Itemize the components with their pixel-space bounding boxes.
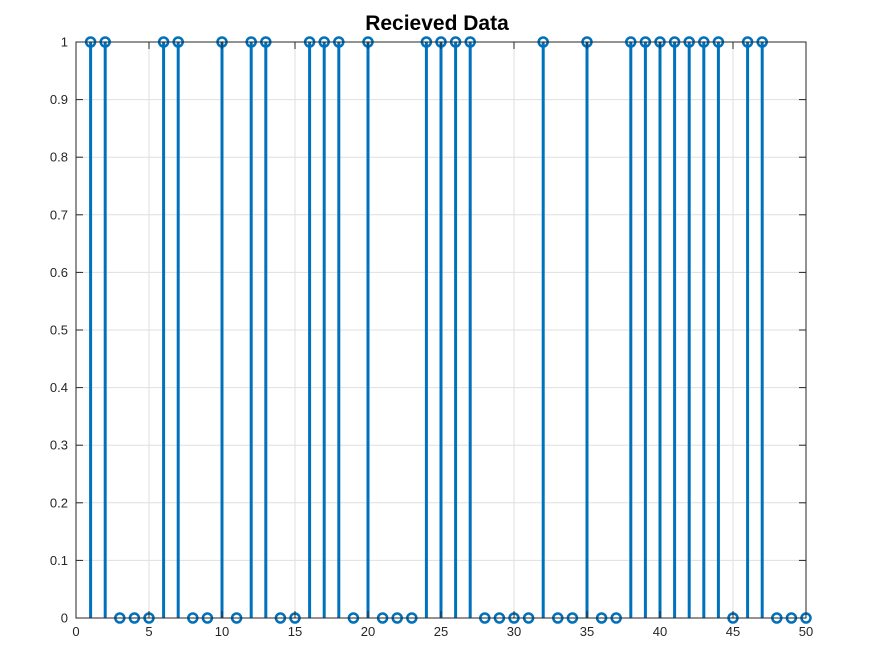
data-stems [84, 36, 812, 624]
x-tick-label: 35 [580, 624, 594, 639]
y-tick-label: 0.5 [50, 323, 68, 338]
tick-labels: 0 5 10 15 20 25 30 35 40 45 50 0 0.1 0.2 0.3 0.4 0.5 0.6 0… [50, 35, 813, 640]
y-tick-label: 0.9 [50, 92, 68, 107]
y-tick-label: 0.8 [50, 150, 68, 165]
y-tick-label: 0.1 [50, 553, 68, 568]
x-tick-label: 45 [726, 624, 740, 639]
x-tick-label: 20 [361, 624, 375, 639]
x-tick-label: 5 [145, 624, 152, 639]
x-tick-label: 0 [72, 624, 79, 639]
y-tick-label: 0.2 [50, 495, 68, 510]
chart-title: Recieved Data [365, 12, 509, 35]
y-tick-label: 0 [61, 611, 68, 626]
axes [75, 41, 807, 619]
y-tick-label: 1 [61, 35, 68, 50]
y-tick-label: 0.3 [50, 438, 68, 453]
y-tick-label: 0.7 [50, 207, 68, 222]
x-tick-label: 40 [653, 624, 667, 639]
x-tick-label: 50 [799, 624, 813, 639]
x-tick-label: 25 [434, 624, 448, 639]
x-tick-label: 10 [215, 624, 229, 639]
x-tick-label: 15 [288, 624, 302, 639]
x-tick-label: 30 [507, 624, 521, 639]
y-tick-label: 0.4 [50, 380, 68, 395]
y-tick-label: 0.6 [50, 265, 68, 280]
